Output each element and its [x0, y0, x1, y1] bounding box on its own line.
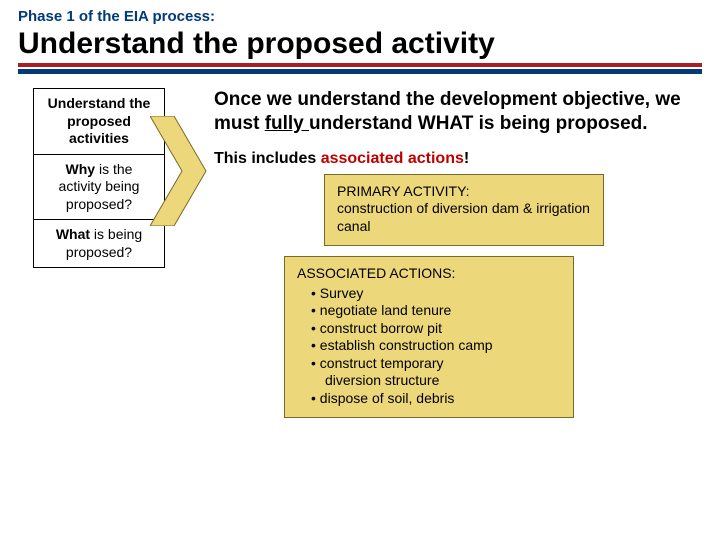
primary-activity-box: PRIMARY ACTIVITY: construction of divers… — [324, 174, 604, 247]
box-header: PRIMARY ACTIVITY: — [337, 183, 591, 201]
associated-actions-box: ASSOCIATED ACTIONS: Survey negotiate lan… — [284, 256, 574, 418]
sidebar-column: Understand the proposed activities Why i… — [18, 88, 180, 428]
sub-text: This includes — [214, 150, 321, 167]
sidebar-emph: What — [56, 226, 90, 242]
sidebar-text: proposed — [67, 113, 131, 129]
sidebar-text: activity being — [59, 178, 140, 194]
content-row: Understand the proposed activities Why i… — [0, 74, 720, 428]
sidebar-box-what: What is being proposed? — [33, 220, 165, 268]
associated-actions-text: associated actions — [321, 150, 464, 167]
sidebar-box-why: Why is the activity being proposed? — [33, 155, 165, 221]
main-column: Once we understand the development objec… — [188, 88, 702, 428]
sidebar-emph: Why — [66, 161, 96, 177]
sidebar-text: activities — [69, 130, 129, 146]
sub-text: ! — [464, 150, 469, 167]
list-item: construct temporary — [311, 355, 561, 373]
box-header: ASSOCIATED ACTIONS: — [297, 265, 561, 283]
list-item: dispose of soil, debris — [311, 390, 561, 408]
sidebar-text: is the — [95, 161, 132, 177]
sidebar-text: proposed? — [66, 196, 132, 212]
sidebar-text: Understand the — [48, 95, 151, 111]
slide-title: Understand the proposed activity — [18, 27, 702, 67]
arrow-icon — [150, 116, 210, 231]
associated-actions-list: Survey negotiate land tenure construct b… — [297, 285, 561, 408]
lead-underline: fully — [265, 113, 309, 134]
phase-label: Phase 1 of the EIA process: — [18, 8, 702, 25]
list-item: establish construction camp — [311, 337, 561, 355]
sidebar-text: is being — [90, 226, 142, 242]
list-item: Survey — [311, 285, 561, 303]
sidebar-box-understand: Understand the proposed activities — [33, 88, 165, 155]
list-item: construct borrow pit — [311, 320, 561, 338]
list-item-cont: diversion structure — [311, 372, 561, 390]
sidebar-text: proposed? — [66, 244, 132, 260]
lead-paragraph: Once we understand the development objec… — [214, 88, 702, 136]
box-body: construction of diversion dam & irrigati… — [337, 200, 591, 235]
sub-paragraph: This includes associated actions! — [214, 150, 702, 168]
lead-text: understand WHAT is being proposed. — [309, 113, 647, 134]
list-item: negotiate land tenure — [311, 302, 561, 320]
slide-header: Phase 1 of the EIA process: Understand t… — [0, 0, 720, 74]
